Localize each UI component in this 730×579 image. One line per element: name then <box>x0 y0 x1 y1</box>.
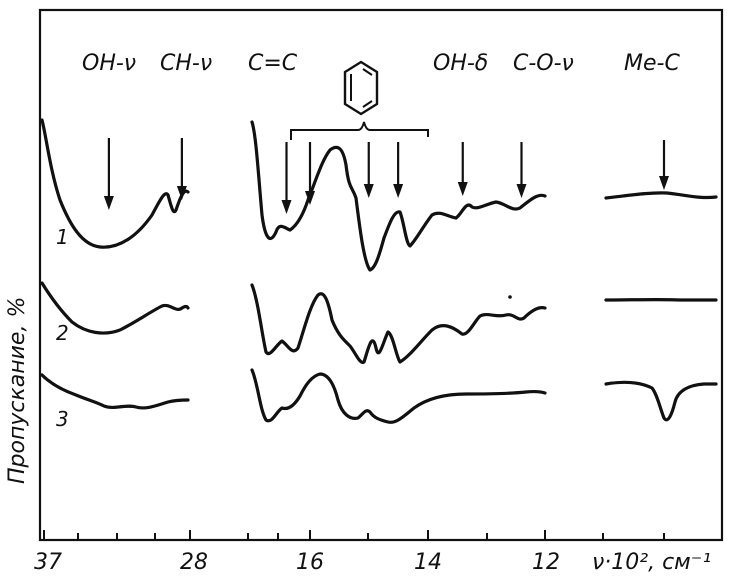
band-label-ch-stretch: CH-ν <box>160 51 212 76</box>
absorption-arrow <box>393 142 404 198</box>
band-label-me-c: Me-C <box>624 51 680 76</box>
plot-frame <box>38 8 724 542</box>
benzene-region-bracket <box>290 121 429 140</box>
absorption-arrow <box>363 142 374 198</box>
band-label-oh-stretch: OH-ν <box>82 51 136 76</box>
band-label-cc-double: C=C <box>248 51 298 76</box>
absorption-arrow <box>305 142 315 205</box>
benzene-ring-icon <box>343 60 379 116</box>
y-axis-label: Пропускание, % <box>5 297 30 484</box>
series-1-line <box>604 191 718 200</box>
series-3-line <box>250 368 547 424</box>
x-tick-label: 14 <box>414 550 442 575</box>
absorption-arrow <box>516 142 527 198</box>
x-tick-label: 37 <box>34 550 62 575</box>
series-1-line <box>250 120 547 272</box>
absorption-arrows <box>103 138 669 214</box>
series-1-line <box>40 118 190 249</box>
band-label-co-stretch: C-O-ν <box>513 51 574 76</box>
series-3-line <box>604 380 718 422</box>
series-2-label: 2 <box>56 321 69 345</box>
absorption-arrow <box>659 140 669 190</box>
series-1-label: 1 <box>56 225 69 249</box>
series-2-line <box>250 283 547 365</box>
absorption-arrow <box>457 142 468 196</box>
stray-dot <box>508 295 512 299</box>
x-axis-label: ν·10², см⁻¹ <box>592 550 711 575</box>
band-label-oh-bend: OH-δ <box>433 51 488 76</box>
x-tick-label: 28 <box>180 550 208 575</box>
x-tick-label: 12 <box>532 550 560 575</box>
series-2-line <box>40 281 190 335</box>
x-tick-label: 16 <box>296 550 324 575</box>
absorption-arrow <box>176 138 187 200</box>
series-3-label: 3 <box>56 407 69 431</box>
series-3-line <box>40 373 190 410</box>
absorption-arrow <box>281 142 292 214</box>
x-axis-ticks <box>43 530 665 540</box>
absorption-arrow <box>103 138 114 210</box>
